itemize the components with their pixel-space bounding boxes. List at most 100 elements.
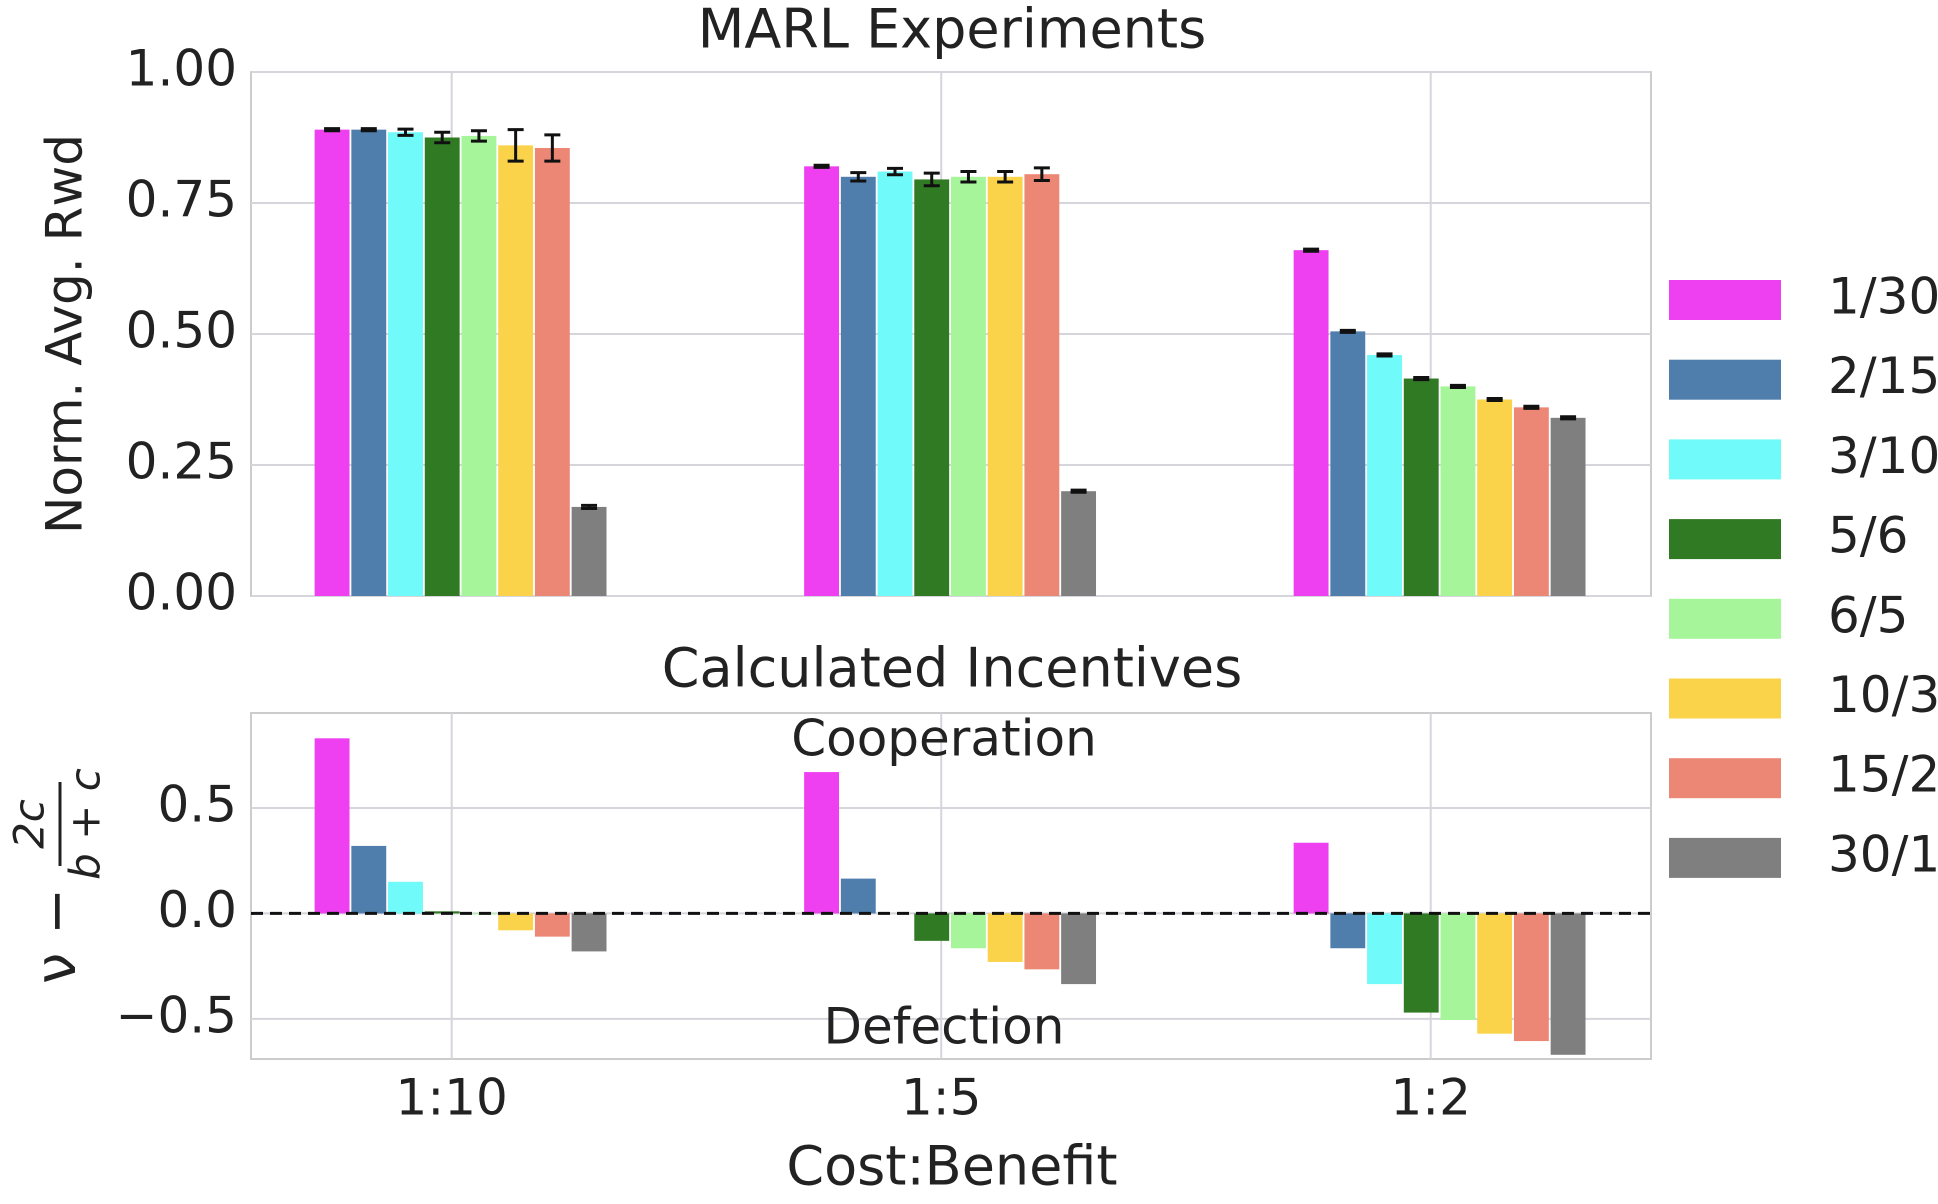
error-bar — [360, 127, 377, 133]
bar — [951, 913, 986, 949]
legend-swatch — [1669, 519, 1781, 560]
bar — [987, 176, 1023, 597]
error-bar — [887, 166, 904, 177]
error-bar — [434, 130, 451, 145]
y-tick-label: 0.5 — [157, 775, 237, 833]
legend-swatch — [1669, 359, 1781, 400]
bar — [1024, 174, 1060, 596]
legend-label: 10/3 — [1828, 666, 1938, 724]
y-label-text: ν − — [24, 888, 89, 984]
legend-label: 1/30 — [1828, 268, 1938, 326]
y-label-denominator: b + c — [61, 768, 110, 880]
error-bar — [997, 170, 1014, 184]
legend-label: 5/6 — [1828, 507, 1908, 565]
bar — [1293, 842, 1329, 914]
bar — [804, 166, 840, 596]
bar — [914, 913, 950, 941]
bar — [388, 132, 423, 596]
annotation: Cooperation — [791, 710, 1097, 768]
bar — [1061, 913, 1097, 985]
bar — [534, 913, 570, 937]
y-tick-label: 0.25 — [126, 433, 237, 491]
legend-swatch — [1669, 678, 1781, 719]
error-bar — [544, 133, 561, 163]
y-axis-label: ν − 2c b + c — [5, 768, 110, 984]
bar — [1403, 378, 1439, 596]
bar — [461, 135, 497, 597]
bar — [804, 772, 840, 914]
bar — [877, 171, 913, 596]
y-tick-label: 0.50 — [126, 302, 237, 360]
y-tick-label: 1.00 — [126, 40, 237, 98]
annotation: Defection — [824, 998, 1065, 1056]
x-axis-label: Cost:Benefit — [786, 1135, 1117, 1198]
error-bar — [1339, 328, 1356, 334]
legend-swatch — [1669, 598, 1781, 639]
error-bar — [581, 503, 598, 510]
bar — [1330, 331, 1366, 596]
bar — [314, 129, 350, 596]
bar — [1550, 913, 1586, 1055]
bar — [1550, 417, 1586, 596]
bar — [1330, 913, 1366, 949]
bar — [840, 878, 876, 914]
y-label-numerator: 2c — [5, 799, 54, 849]
legend-swatch — [1669, 280, 1781, 320]
bar — [388, 881, 423, 914]
legend-swatch — [1669, 439, 1781, 480]
y-tick-label: 0.75 — [126, 171, 237, 229]
x-tick-label: 1:5 — [901, 1069, 981, 1127]
error-bar — [1449, 383, 1466, 389]
error-bar — [923, 171, 940, 188]
error-bar — [960, 170, 977, 184]
error-bar — [1033, 166, 1050, 182]
legend-label: 30/1 — [1828, 825, 1938, 883]
bar — [1403, 913, 1439, 1013]
bar — [1513, 913, 1549, 1042]
y-tick-label: −0.5 — [116, 986, 237, 1044]
bar — [498, 913, 534, 931]
bar — [461, 913, 497, 915]
legend-label: 6/5 — [1828, 586, 1908, 644]
bar — [1477, 913, 1513, 1034]
error-bar — [1560, 415, 1577, 421]
legend-swatch — [1669, 837, 1781, 878]
legend-label: 15/2 — [1828, 746, 1938, 804]
error-bar — [470, 129, 487, 143]
bar — [1367, 913, 1402, 985]
bar — [498, 145, 534, 597]
bar — [1367, 354, 1402, 596]
error-bar — [507, 128, 524, 163]
error-bar — [1070, 488, 1087, 494]
y-axis-label: Norm. Avg. Rwd — [36, 134, 94, 534]
bar — [351, 129, 387, 596]
chart-title: MARL Experiments — [698, 0, 1206, 61]
error-bar — [324, 127, 341, 133]
error-bar — [1376, 352, 1393, 358]
error-bar — [1413, 375, 1430, 382]
chart-title: Calculated Incentives — [662, 637, 1242, 700]
bar — [1513, 407, 1549, 596]
legend-swatch — [1669, 758, 1781, 799]
error-bar — [813, 163, 830, 169]
bar — [314, 738, 350, 914]
legend-label: 2/15 — [1828, 347, 1938, 405]
bar — [951, 176, 986, 597]
bar — [1440, 386, 1476, 596]
bar — [1024, 913, 1060, 970]
bar — [1440, 913, 1476, 1020]
bar — [1061, 491, 1097, 596]
bar — [1477, 399, 1513, 596]
y-tick-label: 0.00 — [126, 564, 237, 622]
bar — [914, 179, 950, 597]
bar — [987, 913, 1023, 962]
error-bar — [397, 127, 414, 137]
y-tick-label: 0.0 — [157, 881, 237, 939]
bar — [351, 845, 387, 914]
bar — [424, 137, 460, 596]
error-bar — [1486, 396, 1503, 403]
error-bar — [850, 171, 867, 183]
bar — [571, 506, 607, 596]
bar — [571, 913, 607, 952]
